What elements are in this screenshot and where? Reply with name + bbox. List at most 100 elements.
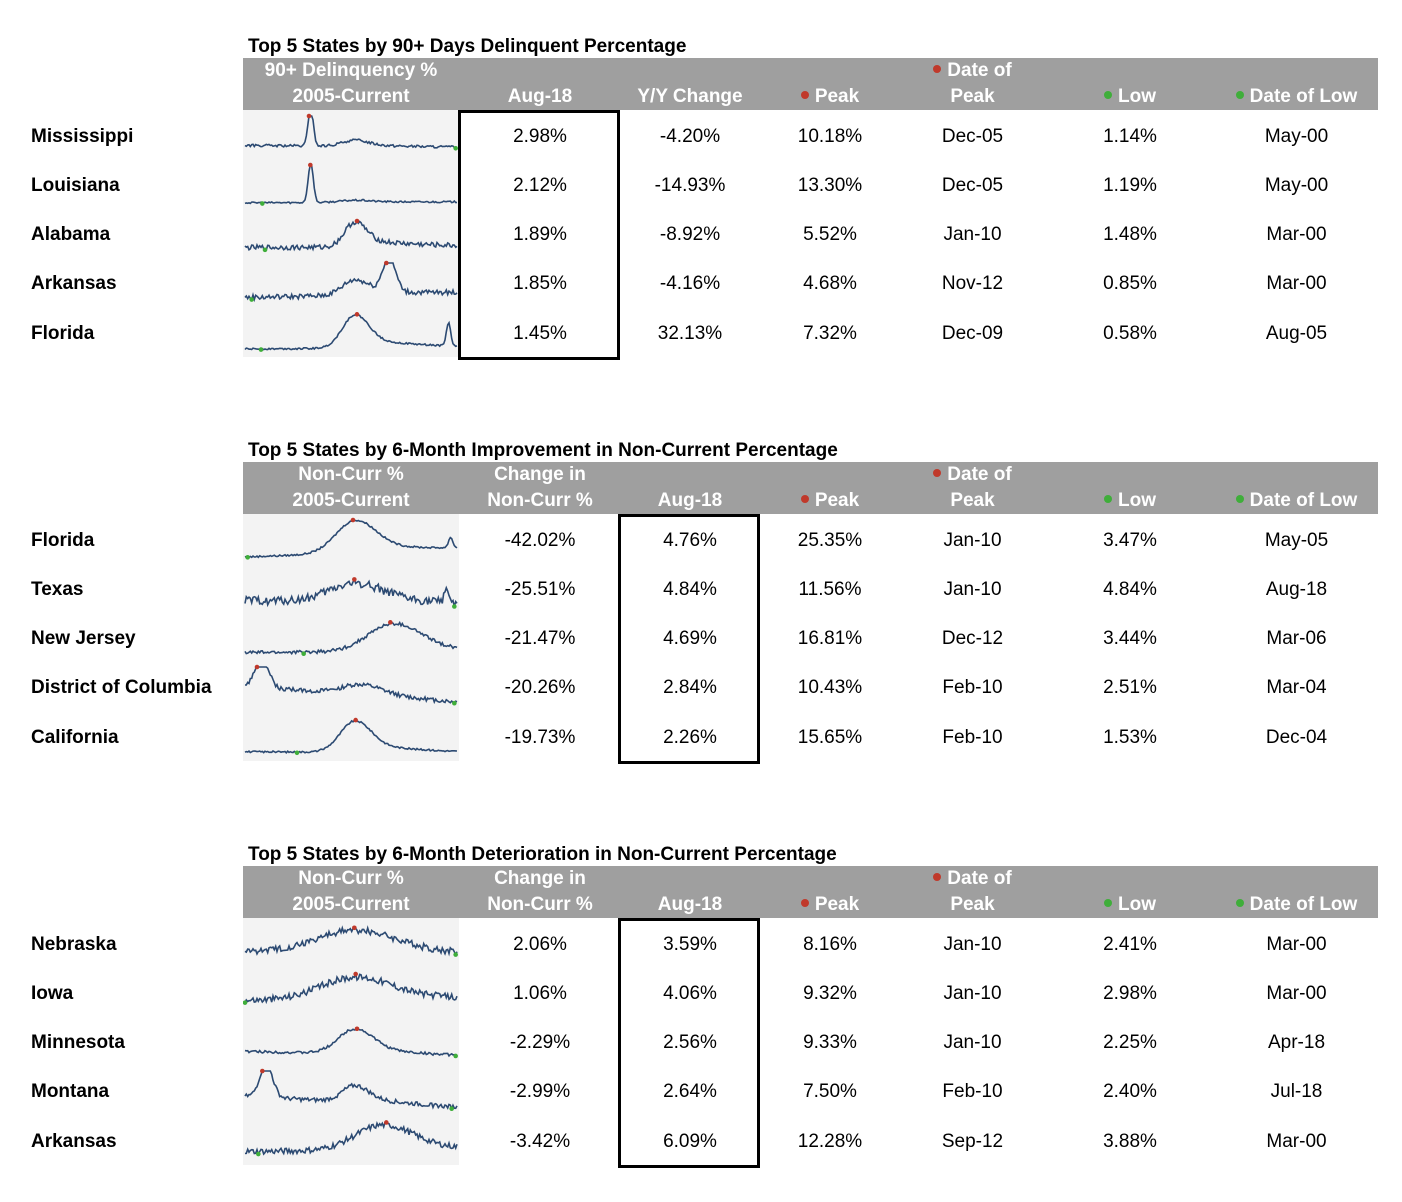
- header-spark-line-2: 2005-Current: [243, 84, 459, 110]
- sparkline-low-dot: [452, 700, 457, 706]
- cell-low_date: Mar-04: [1266, 677, 1327, 698]
- cell-c1: 2.98%: [513, 126, 567, 147]
- cell-peak_date: Jan-10: [943, 934, 1002, 955]
- header-c2-line-2: Aug-18: [620, 892, 760, 918]
- header-bar: [243, 58, 1378, 110]
- cell-c1: -21.47%: [504, 628, 576, 649]
- low-marker-icon: [1235, 90, 1244, 99]
- cell-peak_date: Feb-10: [942, 727, 1003, 748]
- sparkline: [244, 162, 458, 206]
- header-c2-line-2: Aug-18: [620, 488, 760, 514]
- header-peak-line-1: [760, 462, 900, 488]
- cell-peak: 9.32%: [803, 983, 857, 1004]
- state-name: Nebraska: [31, 934, 117, 955]
- header-low_date-text: Date of Low: [1249, 894, 1358, 915]
- sparkline-peak-dot: [306, 113, 312, 119]
- sparkline: [244, 577, 458, 609]
- header-low-text: Low: [1118, 86, 1156, 107]
- sparkline-peak-dot: [254, 664, 260, 670]
- table-section-1: Top 5 States by 90+ Days Delinquent Perc…: [0, 34, 1402, 364]
- header-low-line-1: [1045, 866, 1215, 892]
- sparkline-low-dot: [453, 952, 458, 957]
- cell-low_date: Mar-00: [1266, 273, 1327, 294]
- current-value-highlight-box: [618, 918, 760, 1168]
- cell-c2: 2.64%: [663, 1081, 717, 1102]
- header-c1-text: Non-Curr %: [487, 490, 593, 511]
- header-peak_date: Date of Peak: [900, 866, 1045, 918]
- cell-peak_date: Dec-05: [941, 126, 1004, 147]
- header-peak: Peak: [760, 58, 900, 110]
- sparkline-low-dot: [249, 297, 254, 302]
- header-low: Low: [1045, 866, 1215, 918]
- cell-low: 3.47%: [1103, 530, 1157, 551]
- cell-c1: -19.73%: [504, 727, 576, 748]
- header-low-line-2: Low: [1045, 488, 1215, 514]
- current-value-highlight-box: [458, 110, 620, 360]
- cell-peak_date: Feb-10: [942, 677, 1003, 698]
- cell-peak: 5.52%: [803, 224, 857, 245]
- header-peak: Peak: [760, 462, 900, 514]
- header-c1-text: Change in: [494, 868, 586, 889]
- header-spark: 90+ Delinquency % 2005-Current: [243, 58, 459, 110]
- header-c2-line-1: [620, 58, 760, 84]
- header-peak_date-text: Peak: [950, 86, 995, 107]
- state-name: Mississippi: [31, 126, 134, 147]
- cell-c2: 3.59%: [663, 934, 717, 955]
- header-low-line-1: [1045, 462, 1215, 488]
- sparkline-trend: [244, 620, 458, 656]
- cell-c1: 1.45%: [513, 323, 567, 344]
- cell-c2: 2.26%: [663, 727, 717, 748]
- header-spark-line-2: 2005-Current: [243, 892, 459, 918]
- cell-c1: 2.06%: [513, 934, 567, 955]
- header-peak_date-line-1: Date of: [900, 58, 1045, 84]
- header-low_date: Date of Low: [1215, 462, 1378, 514]
- table-section-2: Top 5 States by 6-Month Improvement in N…: [0, 438, 1402, 768]
- header-peak_date-text: Date of: [947, 868, 1012, 889]
- state-name: District of Columbia: [31, 677, 212, 698]
- sparkline-panel: [243, 110, 459, 357]
- cell-low_date: Mar-00: [1266, 1131, 1327, 1152]
- sparkline: [244, 1068, 458, 1112]
- header-peak_date-line-1: Date of: [900, 462, 1045, 488]
- sparkline: [244, 1026, 458, 1059]
- sparkline-trend: [244, 1120, 458, 1156]
- sparkline-low-dot: [243, 1000, 248, 1005]
- header-c1-text: Change in: [494, 464, 586, 485]
- header-low-text: Low: [1118, 490, 1156, 511]
- cell-peak_date: Jan-10: [943, 1032, 1002, 1053]
- cell-low_date: Apr-18: [1267, 1032, 1326, 1053]
- cell-peak: 25.35%: [797, 530, 863, 551]
- section-title: Top 5 States by 90+ Days Delinquent Perc…: [248, 36, 687, 57]
- header-c2-line-2: Y/Y Change: [620, 84, 760, 110]
- cell-c1: 1.85%: [513, 273, 567, 294]
- sparkline: [244, 312, 458, 352]
- header-c1: Aug-18: [460, 58, 620, 110]
- header-spark-line-2: 2005-Current: [243, 488, 459, 514]
- header-spark: Non-Curr % 2005-Current: [243, 866, 459, 918]
- header-peak_date-line-2: Peak: [900, 84, 1045, 110]
- header-spark-text: 2005-Current: [292, 86, 410, 107]
- header-low_date: Date of Low: [1215, 866, 1378, 918]
- cell-low_date: Aug-05: [1265, 323, 1328, 344]
- cell-c1: 1.06%: [513, 983, 567, 1004]
- header-spark: Non-Curr % 2005-Current: [243, 462, 459, 514]
- sparkline-trend: [244, 1070, 458, 1111]
- cell-c2: 4.69%: [663, 628, 717, 649]
- cell-low_date: Mar-06: [1266, 628, 1327, 649]
- state-name: Montana: [31, 1081, 110, 1102]
- sparkline-peak-dot: [354, 312, 360, 317]
- cell-c2: -14.93%: [654, 175, 726, 196]
- header-c2: Aug-18: [620, 866, 760, 918]
- header-peak_date-line-1: Date of: [900, 866, 1045, 892]
- cell-peak_date: Sep-12: [941, 1131, 1004, 1152]
- header-peak-line-2: Peak: [760, 892, 900, 918]
- header-bar: [243, 462, 1378, 514]
- cell-peak_date: Dec-09: [941, 323, 1004, 344]
- header-peak-text: Peak: [814, 86, 860, 107]
- sparkline-low-dot: [245, 555, 250, 560]
- state-name: Florida: [31, 323, 95, 344]
- sparkline-panel: [243, 918, 459, 1165]
- header-peak_date-line-2: Peak: [900, 892, 1045, 918]
- header-spark-text: Non-Curr %: [298, 464, 404, 485]
- header-peak_date-text: Peak: [950, 490, 995, 511]
